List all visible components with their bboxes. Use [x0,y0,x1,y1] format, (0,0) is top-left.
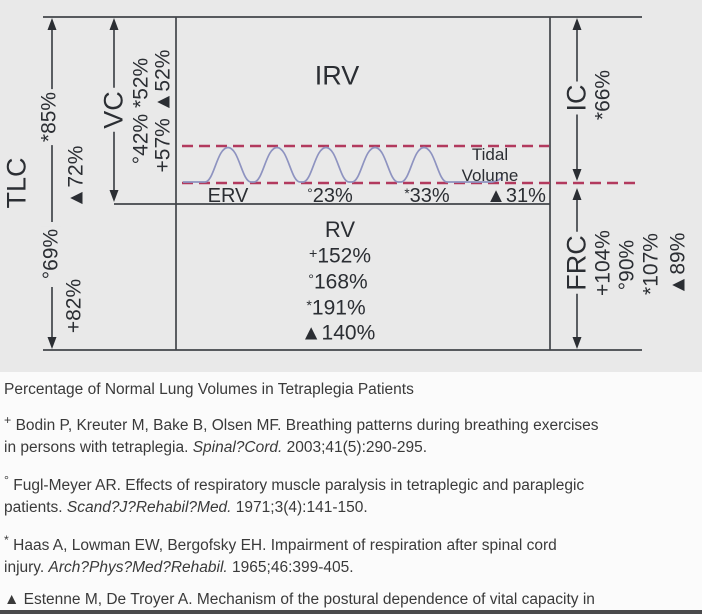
frame-lines [43,16,642,351]
ic-arrowhead-down [572,169,582,181]
tlc-arrowhead-up [47,18,57,30]
erv-value-haas: *33% [404,185,450,207]
marker-plus: + [308,246,318,263]
ic-arrowhead-up [572,18,582,30]
frc-label: FRC [562,232,592,294]
vc-arrowhead-up [109,18,119,30]
marker-triangle: ▲ [4,591,20,609]
reference-fuglmeyer: ° Fugl-Meyer AR. Effects of respiratory … [4,473,585,517]
marker-asterisk: * [404,185,410,201]
erv-value-estenne: ▲31% [486,185,546,207]
rv-value-estenne: ▲140% [300,321,376,345]
ic-value-haas: *66% [591,69,615,121]
reference-haas: * Haas A, Lowman EW, Bergofsky EH. Impai… [4,533,557,577]
rv-label: RV [324,217,356,242]
frc-arrowhead-up [572,188,582,200]
erv-value-fuglmeyer: °23% [307,185,353,207]
tidal-dashed-lines [182,144,640,185]
marker-circle: ° [4,473,9,488]
diagram-canvas [43,16,642,351]
rv-value-haas: *191% [306,296,366,320]
tidal-volume-line2: Volume [461,166,519,185]
frc-value-haas: *107% [639,233,663,295]
marker-triangle: ▲ [486,185,506,207]
frc-value-bodin: +104% [591,230,615,296]
marker-asterisk: * [4,533,9,548]
tlc-value-haas: *85% [38,88,61,146]
marker-circle: ° [308,272,314,289]
tlc-value-estenne: ▲72% [64,145,88,209]
tlc-value-fuglmeyer: °69% [40,225,63,283]
frc-arrowhead-down [572,337,582,349]
irv-label: IRV [314,60,360,91]
measure-arrow-lines [51,27,578,340]
bottom-border-rule [0,610,702,614]
journal-name: Spinal?Cord. [192,439,283,457]
marker-plus: + [4,413,12,427]
tidal-volume-line1: Tidal [471,145,509,164]
tidal-wave [183,146,503,183]
vc-label: VC [99,88,129,132]
frc-value-fuglmeyer: °90% [615,239,639,291]
vc-arrowhead-down [109,190,119,202]
figure-caption: Percentage of Normal Lung Volumes in Tet… [0,372,702,614]
rv-value-fuglmeyer: °168% [308,270,368,294]
lung-volume-diagram: TLC *85% ▲72% °69% +82% VC °42% *52% +57… [0,0,702,372]
ic-label: IC [562,81,592,115]
tlc-label: TLC [1,157,32,209]
marker-circle: ° [307,185,313,201]
vc-values-col2: +57% ▲52% [151,49,175,173]
erv-label: ERV [207,185,249,207]
rv-value-bodin: +152% [308,244,372,268]
tlc-value-bodin: +82% [62,278,86,334]
vc-values-col1: °42% *52% [129,57,153,165]
frc-value-estenne: ▲89% [666,232,690,296]
journal-name: Arch?Phys?Med?Rehabil. [48,559,228,577]
journal-name: Scand?J?Rehabil?Med. [66,499,232,517]
caption-title: Percentage of Normal Lung Volumes in Tet… [4,381,414,398]
reference-bodin: + Bodin P, Kreuter M, Bake B, Olsen MF. … [4,413,599,457]
marker-asterisk: * [306,298,312,315]
tidal-volume-label: Tidal Volume [462,144,519,186]
arrowheads [47,18,582,349]
tlc-arrowhead-down [47,337,57,349]
marker-triangle: ▲ [300,321,322,345]
